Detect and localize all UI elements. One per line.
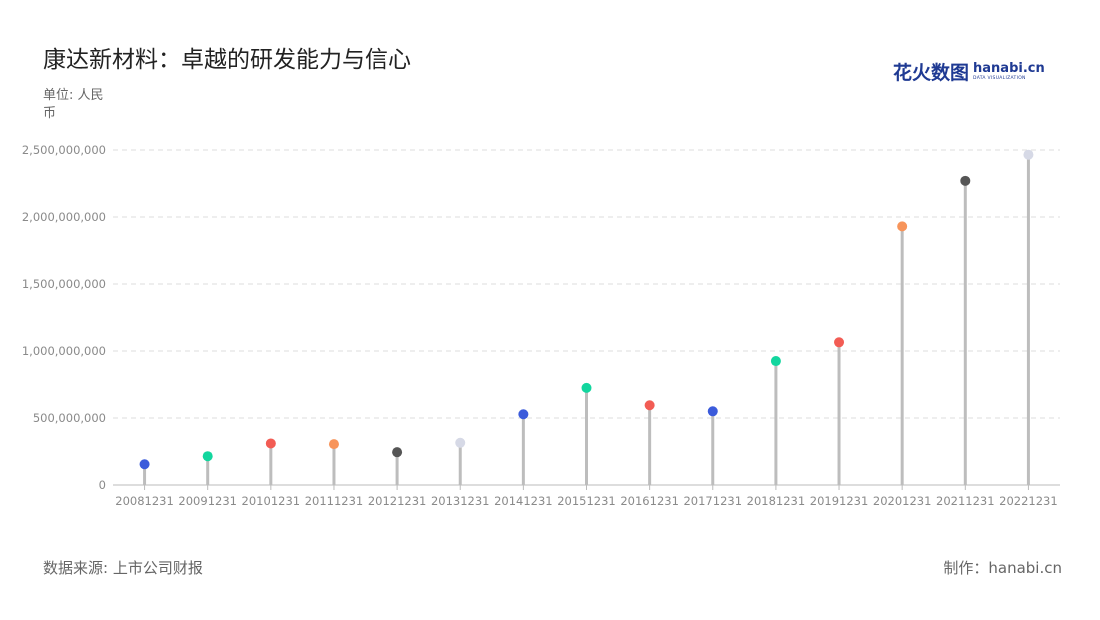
x-tick-label: 20211231 bbox=[936, 494, 995, 508]
unit-label: 单位: 人民币 bbox=[43, 88, 104, 121]
lollipop-point bbox=[139, 459, 150, 470]
x-tick-label: 20081231 bbox=[115, 494, 174, 508]
y-tick-label: 500,000,000 bbox=[33, 411, 106, 425]
lollipop-point bbox=[707, 406, 718, 417]
x-tick-label: 20091231 bbox=[178, 494, 237, 508]
lollipop-point bbox=[644, 400, 655, 411]
y-tick-label: 1,000,000,000 bbox=[22, 344, 106, 358]
x-tick-label: 20181231 bbox=[747, 494, 806, 508]
x-tick-label: 20151231 bbox=[557, 494, 616, 508]
y-tick-label: 2,500,000,000 bbox=[22, 143, 106, 157]
y-tick-label: 2,000,000,000 bbox=[22, 210, 106, 224]
lollipop-point bbox=[1023, 149, 1034, 160]
lollipop-point bbox=[455, 437, 466, 448]
lollipop-point bbox=[265, 438, 276, 449]
x-tick-label: 20201231 bbox=[873, 494, 932, 508]
x-tick-label: 20111231 bbox=[305, 494, 364, 508]
brand-logo: 花火数图 hanabi.cn DATA VISUALIZATION bbox=[893, 58, 1045, 85]
lollipop-point bbox=[770, 356, 781, 367]
x-tick-label: 20221231 bbox=[999, 494, 1058, 508]
x-tick-label: 20101231 bbox=[242, 494, 301, 508]
lollipop-point bbox=[960, 175, 971, 186]
lollipop-point bbox=[897, 221, 908, 232]
logo-cn-text: 花火数图 bbox=[893, 62, 970, 84]
logo-en-block: hanabi.cn DATA VISUALIZATION bbox=[973, 62, 1045, 82]
lollipop-point bbox=[834, 337, 845, 348]
chart-title: 康达新材料：卓越的研发能力与信心 bbox=[43, 47, 411, 73]
x-tick-label: 20171231 bbox=[683, 494, 742, 508]
y-tick-label: 0 bbox=[99, 478, 106, 492]
lollipop-point bbox=[581, 382, 592, 393]
lollipop-point bbox=[518, 409, 529, 420]
lollipop-point bbox=[392, 447, 403, 458]
lollipop-point bbox=[328, 439, 339, 450]
y-tick-label: 1,500,000,000 bbox=[22, 277, 106, 291]
lollipop-point bbox=[202, 451, 213, 462]
x-tick-label: 20141231 bbox=[494, 494, 553, 508]
data-source: 数据来源: 上市公司财报 bbox=[43, 559, 203, 577]
x-tick-label: 20121231 bbox=[368, 494, 427, 508]
x-tick-label: 20131231 bbox=[431, 494, 490, 508]
x-tick-label: 20191231 bbox=[810, 494, 869, 508]
logo-sub-text: DATA VISUALIZATION bbox=[973, 75, 1026, 81]
logo-en-text: hanabi.cn bbox=[973, 60, 1045, 76]
credit: 制作：hanabi.cn bbox=[943, 559, 1062, 577]
x-tick-label: 20161231 bbox=[620, 494, 679, 508]
